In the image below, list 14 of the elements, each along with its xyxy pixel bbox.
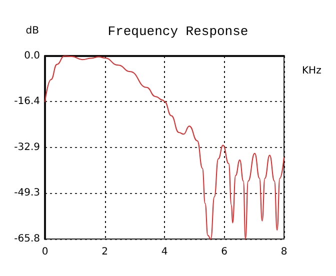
chart-title: Frequency Response xyxy=(108,24,248,39)
y-tick-label: -32.9 xyxy=(14,142,40,153)
x-tick-label: 6 xyxy=(221,246,228,258)
y-axis-title: dB xyxy=(26,26,40,36)
y-tick-label: -16.4 xyxy=(14,96,40,108)
x-tick-label: 0 xyxy=(42,246,48,258)
x-tick-label: 4 xyxy=(161,246,168,258)
y-tick-label: -65.8 xyxy=(14,234,40,244)
y-tick-label: 0.0 xyxy=(24,50,40,62)
x-tick-label: 8 xyxy=(280,246,288,258)
y-tick-label: -49.3 xyxy=(14,188,40,199)
line-series xyxy=(44,56,284,240)
x-tick-label: 2 xyxy=(102,246,108,258)
x-axis-title: KHz xyxy=(302,66,322,76)
